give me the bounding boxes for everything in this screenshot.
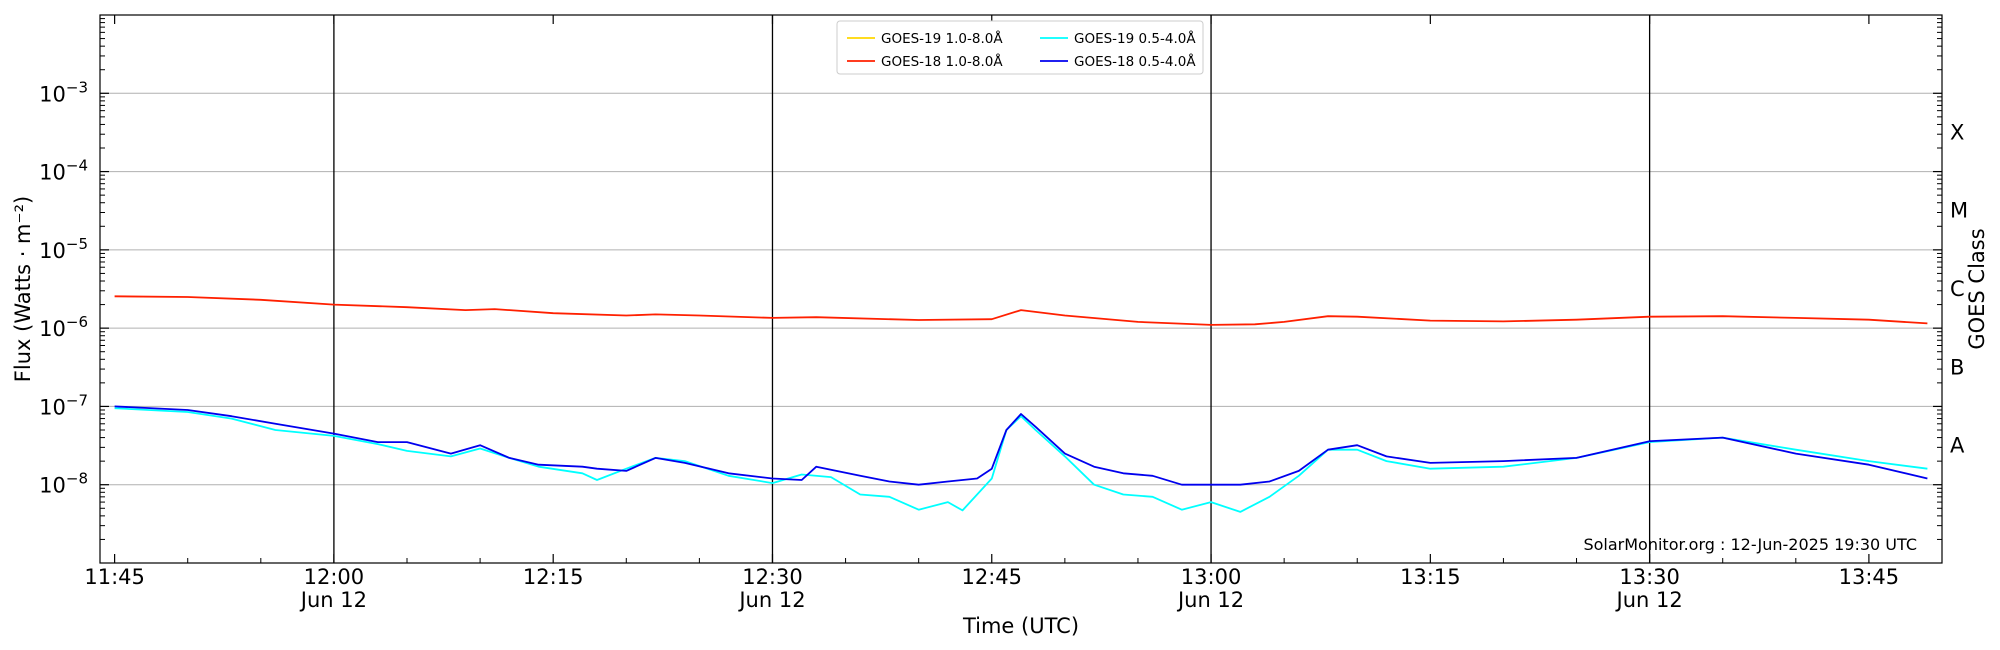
plot-frame (99, 14, 1943, 564)
x-axis-title: Time (UTC) (962, 614, 1079, 638)
x-tick-label: 12:30 (742, 565, 803, 589)
grid-lines (100, 92, 1942, 486)
series-line (114, 405, 1928, 486)
y-tick-label: 10−7 (39, 391, 88, 419)
x-tick-label: 12:00 (304, 565, 365, 589)
axis-ticks (100, 15, 1943, 563)
credit-text: SolarMonitor.org : 12-Jun-2025 19:30 UTC (1583, 535, 1917, 554)
day-marker-lines (333, 15, 1651, 563)
goes-class-label: B (1950, 355, 1964, 379)
goes-class-labels: A B C M X (1950, 120, 1968, 457)
y-tick-label: 10−3 (39, 78, 88, 106)
legend-label: GOES-19 0.5-4.0Å (1074, 30, 1196, 47)
x-tick-date-label: Jun 12 (299, 588, 367, 612)
y-tick-label: 10−8 (39, 470, 88, 498)
y-axis-title: Flux (Watts · m⁻²) (11, 196, 35, 382)
series-lines (114, 295, 1928, 513)
x-tick-date-label: Jun 12 (1176, 588, 1244, 612)
x-tick-label: 11:45 (84, 565, 145, 589)
y-tick-label: 10−6 (39, 313, 88, 341)
goes-class-label: X (1950, 120, 1964, 144)
goes-class-label: C (1950, 277, 1965, 301)
x-tick-date-label: Jun 12 (737, 588, 805, 612)
y-tick-label: 10−4 (39, 157, 88, 185)
legend-box (836, 20, 1204, 75)
legend-label: GOES-18 0.5-4.0Å (1074, 53, 1196, 70)
series-line (114, 407, 1928, 513)
x-tick-label: 12:15 (523, 565, 584, 589)
legend-label: GOES-19 1.0-8.0Å (881, 30, 1003, 47)
series-line (114, 295, 1928, 326)
x-tick-label: 13:45 (1839, 565, 1900, 589)
goes-class-label: M (1950, 199, 1968, 223)
x-tick-label: 13:00 (1181, 565, 1242, 589)
goes-class-label: A (1950, 434, 1965, 458)
legend-label: GOES-18 1.0-8.0Å (881, 53, 1003, 70)
y2-axis-title: GOES Class (1965, 228, 1989, 349)
legend: GOES-19 1.0-8.0Å GOES-19 0.5-4.0Å GOES-18 … (836, 20, 1204, 75)
y-tick-label: 10−5 (39, 235, 88, 263)
x-tick-label: 12:45 (961, 565, 1022, 589)
x-tick-label: 13:15 (1400, 565, 1461, 589)
x-tick-date-label: Jun 12 (1615, 588, 1683, 612)
x-tick-label: 13:30 (1619, 565, 1680, 589)
